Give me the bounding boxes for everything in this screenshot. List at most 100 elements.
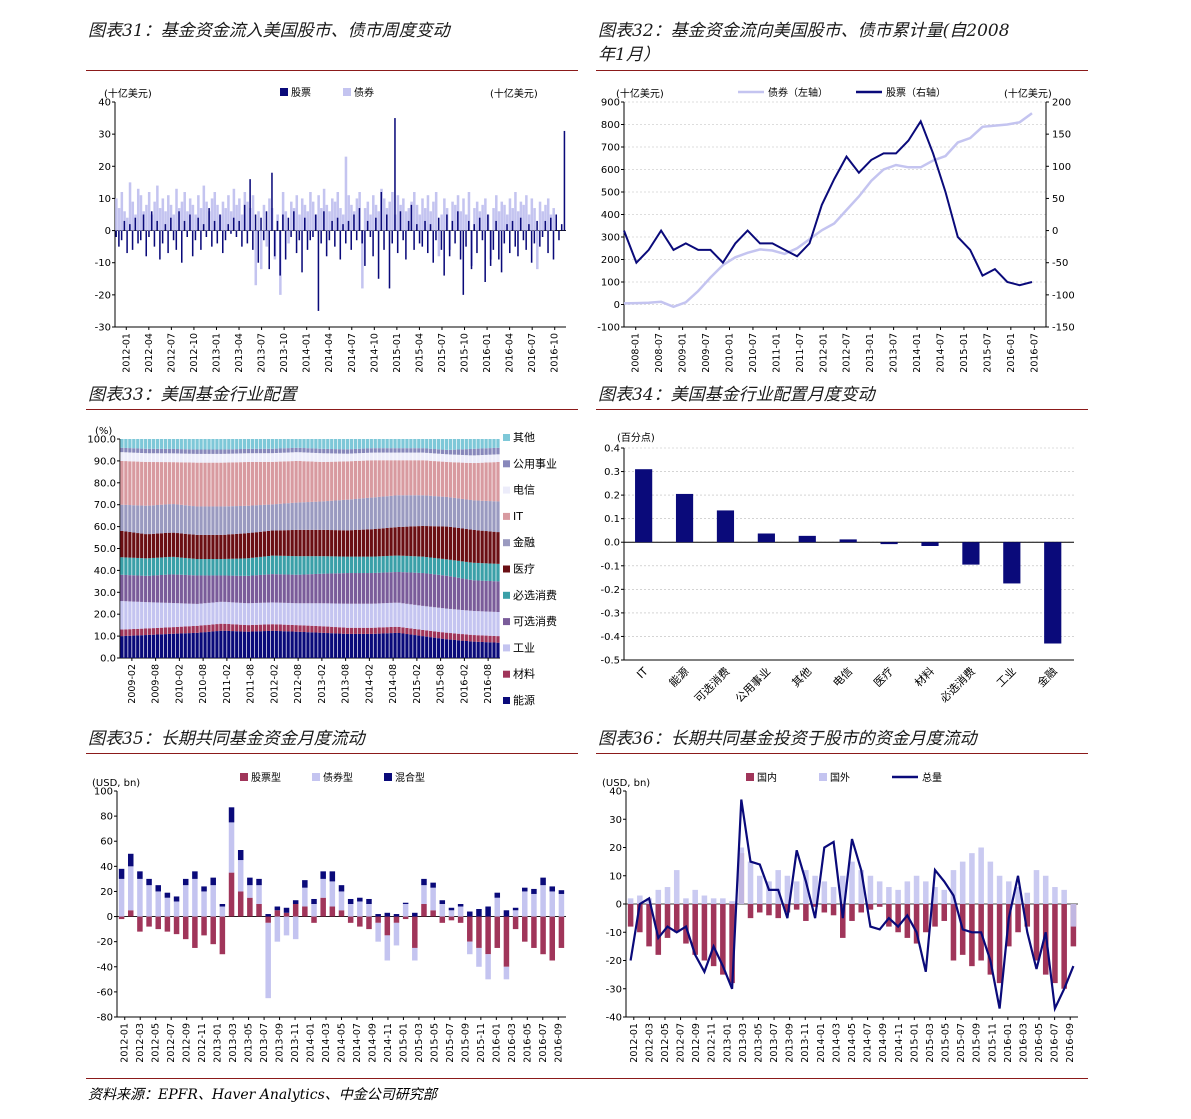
x-tick-label: 2012-03 (135, 1023, 146, 1063)
stack-seg-7 (314, 461, 318, 502)
bar-equity (500, 230, 503, 273)
stack-seg-3 (330, 573, 334, 604)
bar-股票型 (393, 916, 400, 923)
stack-seg-0 (460, 640, 464, 658)
stack-seg-3 (385, 572, 389, 604)
legend-swatch (503, 618, 510, 626)
stack-seg-9 (389, 448, 393, 453)
legend-label: 电信 (513, 484, 535, 497)
stack-seg-9 (393, 448, 397, 453)
stack-seg-6 (195, 506, 199, 535)
x-tick-label: 2011-01 (771, 333, 782, 373)
bar-bond (128, 182, 132, 231)
stack-seg-6 (215, 506, 219, 535)
stack-seg-3 (476, 580, 480, 612)
bar-bond (484, 198, 487, 231)
stack-seg-5 (345, 530, 350, 557)
stack-seg-8 (227, 453, 231, 463)
stack-seg-10 (227, 439, 231, 450)
x-tick-label: 2015-07 (445, 1023, 456, 1063)
stack-seg-5 (429, 526, 433, 558)
title-chart35: 图表35：长期共同基金资金月度流动 (88, 729, 365, 749)
stack-seg-0 (148, 634, 152, 658)
bar-equity (459, 230, 462, 260)
stack-seg-1 (357, 627, 362, 634)
stack-seg-9 (195, 449, 199, 454)
stack-seg-10 (231, 439, 235, 450)
x-tick-label: 2014-03 (831, 1023, 842, 1063)
bar-国外 (904, 881, 911, 904)
y-tick-label: 60.0 (94, 522, 116, 533)
stack-seg-10 (452, 439, 457, 450)
bar-bond (434, 192, 438, 231)
x-tick-label: 2013-08 (341, 664, 352, 704)
stack-seg-9 (357, 448, 362, 454)
x-tick-label: 2010-08 (198, 664, 209, 704)
stack-seg-2 (199, 603, 203, 626)
bar-债券型 (357, 901, 363, 917)
bar-equity (331, 220, 333, 231)
stack-seg-3 (254, 575, 259, 603)
stack-seg-10 (163, 439, 168, 449)
stack-seg-2 (496, 612, 500, 637)
stack-seg-0 (243, 631, 247, 658)
stack-seg-4 (199, 559, 203, 576)
stack-seg-5 (278, 530, 282, 556)
stack-seg-1 (365, 627, 369, 634)
stack-seg-10 (290, 439, 294, 448)
stack-seg-9 (274, 448, 278, 454)
bar-股票型 (512, 916, 519, 930)
x-category-label: 医疗 (871, 664, 896, 689)
stack-seg-4 (436, 558, 441, 575)
stack-seg-10 (215, 439, 219, 450)
bar-股票型 (384, 916, 391, 936)
stack-seg-3 (452, 577, 457, 610)
bar-国外 (1033, 870, 1040, 904)
legend-label: 总量 (922, 771, 942, 784)
stack-seg-0 (191, 632, 195, 658)
stack-seg-4 (318, 556, 322, 574)
stack-seg-6 (357, 498, 362, 530)
stack-seg-7 (405, 460, 409, 496)
bar-equity (369, 230, 372, 237)
stack-seg-7 (124, 461, 128, 505)
stack-seg-5 (409, 526, 413, 557)
bar-股票型 (228, 872, 235, 917)
stack-seg-4 (262, 556, 267, 575)
bar-股票型 (467, 916, 473, 942)
stack-seg-4 (429, 557, 433, 574)
bar-混合型 (265, 914, 271, 917)
stack-seg-0 (322, 632, 326, 658)
bar-bond (117, 208, 121, 231)
stack-seg-6 (353, 498, 358, 530)
bar-equity (202, 224, 205, 231)
stack-seg-8 (262, 453, 267, 462)
stack-seg-0 (175, 633, 179, 658)
y-tick-label: -30 (95, 323, 111, 334)
legend-swatch (503, 670, 510, 678)
stack-seg-6 (326, 501, 330, 530)
bar-equity (402, 230, 404, 241)
stack-seg-3 (326, 573, 330, 604)
bar-equity (129, 224, 131, 231)
stack-seg-7 (397, 460, 401, 496)
stack-seg-7 (334, 461, 338, 501)
stack-seg-0 (250, 631, 255, 658)
x-tick-label: 2014-11 (894, 1023, 905, 1063)
stack-seg-0 (433, 637, 437, 658)
stack-seg-5 (183, 533, 187, 558)
stack-seg-9 (326, 448, 330, 454)
bar-债券型 (503, 966, 510, 980)
x-tick-label: 2012-02 (269, 664, 280, 704)
stack-seg-5 (124, 531, 128, 558)
bar-bond (120, 192, 124, 231)
stack-seg-7 (159, 462, 164, 505)
stack-seg-0 (167, 633, 172, 658)
stack-seg-2 (345, 603, 350, 628)
stack-seg-1 (492, 635, 496, 643)
bar-bond (158, 208, 162, 231)
stack-seg-1 (440, 632, 445, 639)
stack-seg-10 (199, 439, 203, 450)
bar-equity (290, 230, 292, 237)
stack-seg-4 (155, 557, 160, 576)
